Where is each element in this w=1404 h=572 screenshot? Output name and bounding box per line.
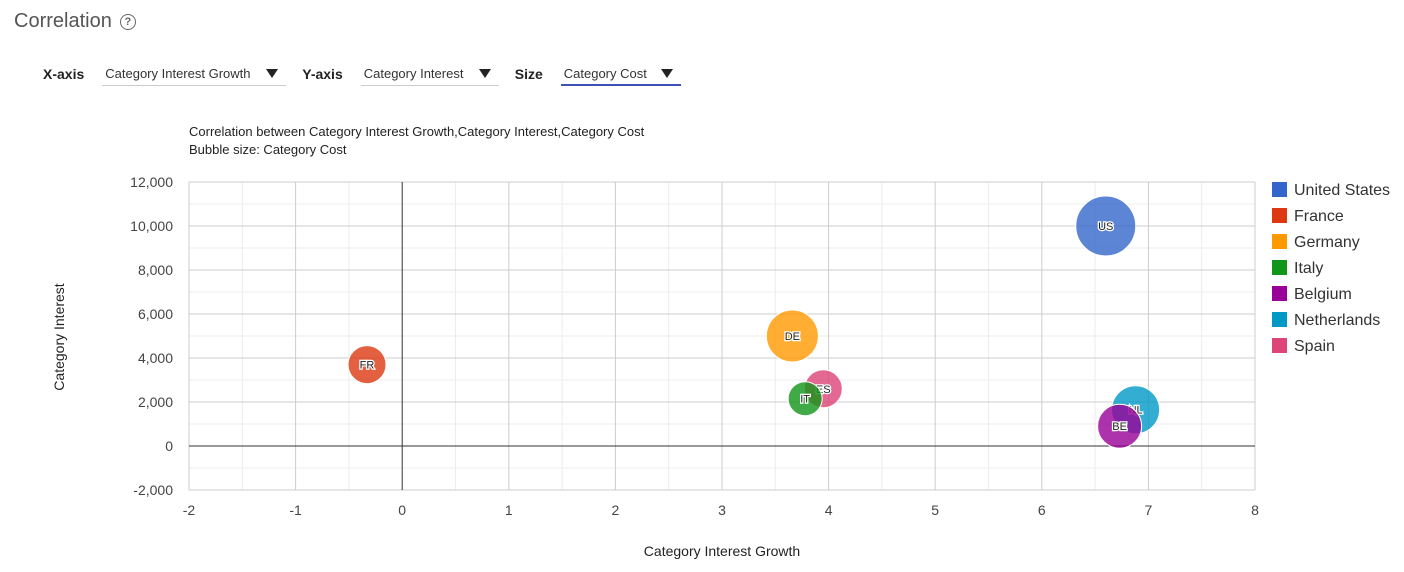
- legend-item-de[interactable]: Germany: [1272, 234, 1360, 251]
- legend-swatch: [1272, 312, 1287, 327]
- legend-item-fr[interactable]: France: [1272, 208, 1344, 225]
- legend-label: United States: [1294, 182, 1390, 199]
- bubble-circle[interactable]: [1097, 403, 1143, 449]
- x-tick-label: 4: [825, 502, 833, 518]
- legend-swatch: [1272, 338, 1287, 353]
- x-tick-label: 6: [1038, 502, 1046, 518]
- x-tick-label: 3: [718, 502, 726, 518]
- legend-label: Spain: [1294, 338, 1335, 355]
- x-axis-label: Category Interest Growth: [644, 543, 800, 559]
- y-axis-control-label: Y-axis: [302, 66, 343, 82]
- y-axis-select[interactable]: Category Interest: [360, 62, 499, 86]
- chart-subtitle: Bubble size: Category Cost: [189, 142, 347, 157]
- legend-swatch: [1272, 234, 1287, 249]
- chart-title: Correlation between Category Interest Gr…: [189, 124, 645, 139]
- chevron-down-icon: [266, 69, 279, 78]
- bubble-label: US: [1098, 221, 1113, 233]
- bubble-us[interactable]: US: [1075, 195, 1137, 257]
- bubble-de[interactable]: DE: [765, 309, 819, 363]
- header: Correlation ?: [14, 10, 136, 33]
- y-tick-label: 2,000: [138, 394, 173, 410]
- x-tick-label: 7: [1145, 502, 1153, 518]
- legend-item-be[interactable]: Belgium: [1272, 286, 1352, 303]
- y-tick-label: 0: [165, 438, 173, 454]
- legend-swatch: [1272, 260, 1287, 275]
- bubble-label: IT: [800, 394, 810, 406]
- bubble-fr[interactable]: FR: [347, 345, 387, 385]
- legend-item-es[interactable]: Spain: [1272, 338, 1335, 355]
- page-title: Correlation: [14, 10, 112, 32]
- size-select-value: Category Cost: [563, 65, 647, 81]
- y-axis-select-value: Category Interest: [363, 66, 464, 81]
- legend-swatch: [1272, 208, 1287, 223]
- y-tick-label: -2,000: [133, 482, 173, 498]
- help-circle-icon[interactable]: ?: [119, 13, 136, 30]
- bubble-circle[interactable]: [347, 345, 387, 385]
- axis-controls: X-axis Category Interest Growth Y-axis C…: [43, 62, 697, 86]
- x-tick-label: 0: [398, 502, 406, 518]
- legend-label: France: [1294, 208, 1344, 225]
- legend-item-nl[interactable]: Netherlands: [1272, 312, 1380, 329]
- legend-label: Germany: [1294, 234, 1360, 251]
- chevron-down-icon: [478, 69, 491, 78]
- bubble-circle[interactable]: [1075, 195, 1137, 257]
- bubble-be[interactable]: BE: [1097, 403, 1143, 449]
- bubble-label: BE: [1112, 421, 1127, 433]
- legend-item-us[interactable]: United States: [1272, 182, 1390, 199]
- y-tick-label: 12,000: [130, 174, 173, 190]
- legend-swatch: [1272, 182, 1287, 197]
- y-axis-label: Category Interest: [51, 283, 67, 390]
- chevron-down-icon: [660, 69, 673, 78]
- x-tick-label: 1: [505, 502, 513, 518]
- x-tick-label: -2: [183, 502, 196, 518]
- legend-label: Netherlands: [1294, 312, 1380, 329]
- bubble-circle[interactable]: [787, 381, 823, 417]
- legend-label: Italy: [1294, 260, 1323, 277]
- bubble-circle[interactable]: [765, 309, 819, 363]
- x-tick-label: 2: [612, 502, 620, 518]
- y-tick-label: 4,000: [138, 350, 173, 366]
- x-tick-label: 8: [1251, 502, 1259, 518]
- bubble-label: FR: [360, 360, 375, 372]
- y-tick-label: 6,000: [138, 306, 173, 322]
- x-axis-select-value: Category Interest Growth: [105, 66, 251, 81]
- x-tick-label: -1: [289, 502, 302, 518]
- legend-label: Belgium: [1294, 286, 1352, 303]
- y-tick-label: 8,000: [138, 262, 173, 278]
- x-axis-select[interactable]: Category Interest Growth: [102, 62, 287, 86]
- size-control-label: Size: [514, 66, 543, 82]
- x-axis-control-label: X-axis: [43, 66, 85, 82]
- y-tick-label: 10,000: [130, 218, 173, 234]
- x-tick-label: 5: [931, 502, 939, 518]
- legend-item-it[interactable]: Italy: [1272, 260, 1323, 277]
- bubble-label: DE: [785, 331, 800, 343]
- bubble-it[interactable]: IT: [787, 381, 823, 417]
- legend-swatch: [1272, 286, 1287, 301]
- size-select[interactable]: Category Cost: [560, 62, 681, 86]
